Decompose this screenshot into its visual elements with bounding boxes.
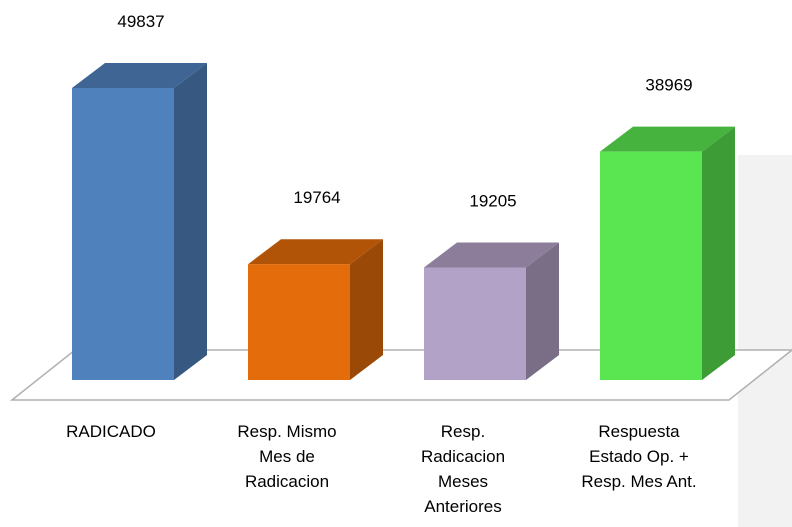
bar-side — [526, 242, 559, 380]
bar-top — [72, 63, 207, 88]
category-label: Resp. Mismo Mes de Radicacion — [237, 422, 337, 491]
bar-side — [174, 63, 207, 380]
bar — [72, 63, 207, 380]
bar-side — [702, 126, 735, 381]
value-label: 38969 — [645, 76, 692, 95]
bar-front — [72, 88, 174, 380]
bar-top — [248, 239, 383, 265]
category-label: Respuesta Estado Op. + Resp. Mes Ant. — [581, 422, 697, 491]
floor — [9, 349, 792, 401]
bar — [600, 126, 735, 381]
category-label: RADICADO — [66, 422, 156, 441]
value-label: 19764 — [293, 188, 340, 207]
bar-top — [424, 242, 559, 268]
bar-front — [424, 267, 526, 380]
category-label: Resp. Radicacion Meses Anteriores — [420, 422, 506, 516]
bar-side — [350, 239, 383, 380]
bar — [424, 242, 559, 380]
bar-front — [600, 151, 702, 380]
background-watermark — [738, 155, 792, 527]
bar-front — [248, 264, 350, 380]
bar — [248, 239, 383, 380]
bar-top — [600, 126, 735, 152]
value-label: 19205 — [469, 191, 516, 210]
value-label: 49837 — [117, 12, 164, 31]
